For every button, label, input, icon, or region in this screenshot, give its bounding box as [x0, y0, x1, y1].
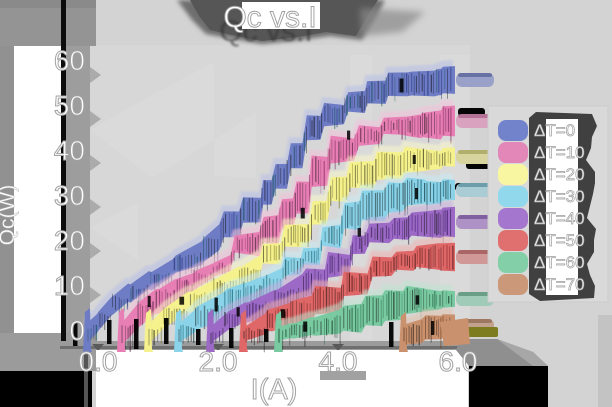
svg-text:ΔT=10: ΔT=10	[534, 143, 585, 162]
svg-text:ΔT=40: ΔT=40	[534, 209, 585, 228]
svg-text:0.0: 0.0	[79, 346, 118, 377]
svg-text:20: 20	[54, 225, 85, 256]
svg-text:Qc(W): Qc(W)	[0, 185, 19, 246]
svg-text:I(A): I(A)	[251, 374, 298, 406]
svg-text:ΔT=60: ΔT=60	[534, 253, 585, 272]
svg-text:30: 30	[54, 180, 85, 211]
svg-text:2.0: 2.0	[199, 346, 238, 377]
svg-text:50: 50	[54, 90, 85, 121]
svg-text:ΔT=30: ΔT=30	[534, 187, 585, 206]
svg-text:Qc vs.I: Qc vs.I	[223, 1, 316, 34]
svg-text:40: 40	[54, 135, 85, 166]
svg-text:ΔT=20: ΔT=20	[534, 165, 585, 184]
svg-text:ΔT=50: ΔT=50	[534, 231, 585, 250]
svg-text:4.0: 4.0	[319, 346, 358, 377]
svg-text:0: 0	[69, 315, 85, 346]
svg-text:ΔT=0: ΔT=0	[534, 121, 575, 140]
svg-text:10: 10	[54, 270, 85, 301]
svg-text:6.0: 6.0	[439, 346, 478, 377]
svg-text:ΔT=70: ΔT=70	[534, 275, 585, 294]
svg-text:60: 60	[54, 45, 85, 76]
